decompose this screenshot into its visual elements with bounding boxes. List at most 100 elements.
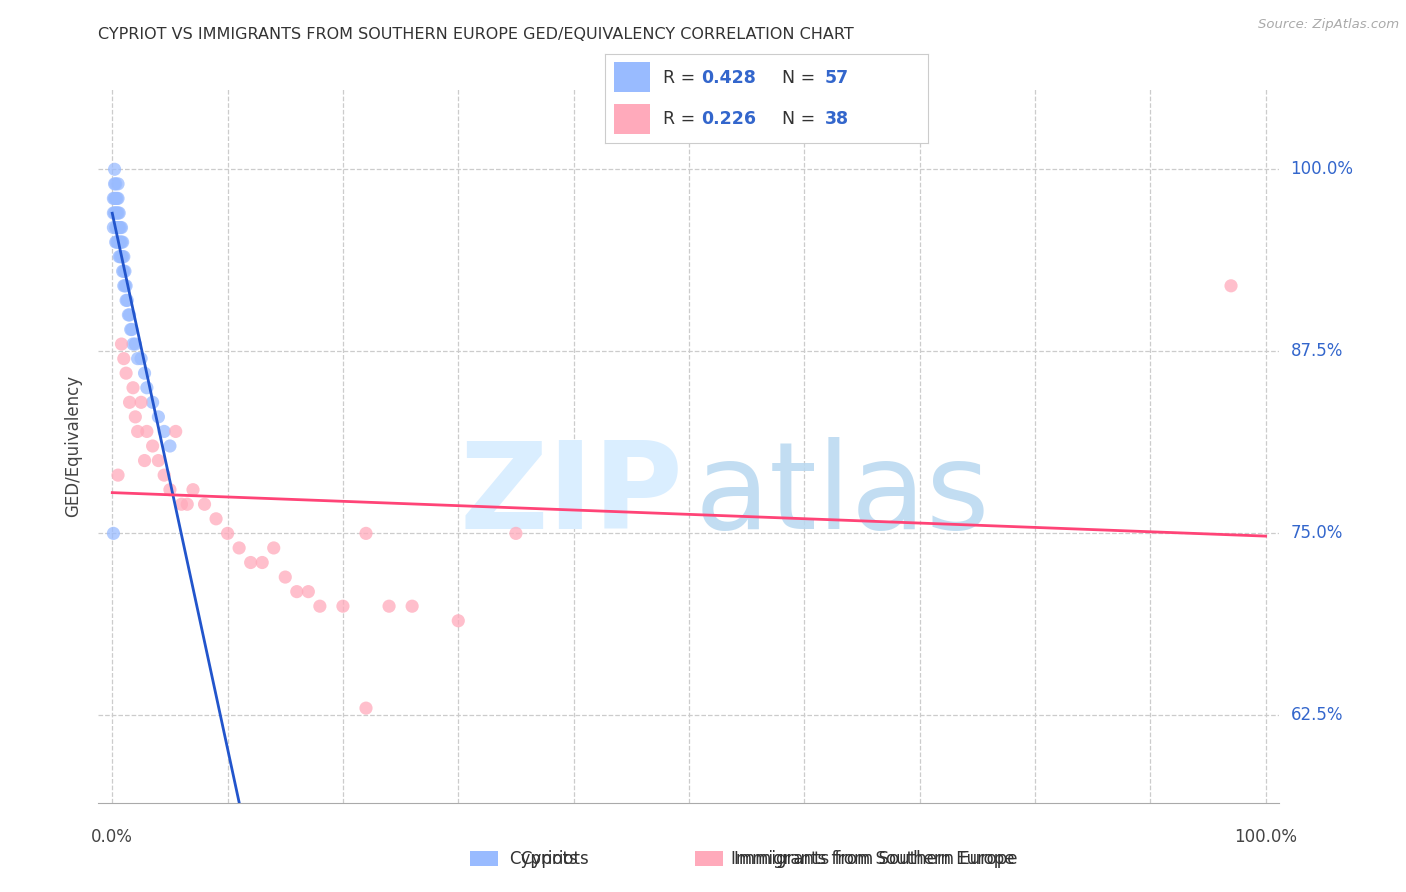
- FancyBboxPatch shape: [614, 104, 650, 134]
- Point: [105, 191, 128, 205]
- Point: [193, 497, 215, 511]
- Point: [107, 235, 129, 249]
- Text: R =: R =: [662, 110, 700, 128]
- Point: [117, 293, 139, 308]
- Point: [103, 191, 125, 205]
- Point: [107, 220, 129, 235]
- Point: [111, 250, 134, 264]
- Point: [110, 235, 132, 249]
- Point: [115, 278, 138, 293]
- Point: [103, 206, 125, 220]
- Point: [205, 512, 228, 526]
- Text: 62.5%: 62.5%: [1291, 706, 1343, 724]
- Point: [124, 409, 146, 424]
- Point: [297, 584, 319, 599]
- Point: [153, 425, 176, 439]
- Point: [111, 235, 134, 249]
- Text: R =: R =: [662, 69, 700, 87]
- Point: [105, 220, 128, 235]
- Point: [107, 206, 129, 220]
- Point: [148, 409, 170, 424]
- Point: [239, 556, 262, 570]
- Point: [103, 162, 125, 177]
- Point: [401, 599, 423, 614]
- Point: [332, 599, 354, 614]
- Point: [112, 250, 135, 264]
- Point: [354, 526, 377, 541]
- Point: [103, 526, 125, 541]
- Point: [134, 453, 156, 467]
- Point: [148, 453, 170, 467]
- Text: Source: ZipAtlas.com: Source: ZipAtlas.com: [1258, 18, 1399, 31]
- Point: [250, 556, 273, 570]
- Text: Immigrants from Southern Europe: Immigrants from Southern Europe: [734, 849, 1018, 868]
- Text: 0.428: 0.428: [702, 69, 756, 87]
- Point: [108, 250, 131, 264]
- Point: [105, 206, 128, 220]
- Point: [104, 220, 127, 235]
- Point: [263, 541, 285, 555]
- Point: [127, 425, 149, 439]
- Point: [142, 395, 165, 409]
- Point: [103, 206, 125, 220]
- Point: [110, 220, 132, 235]
- Point: [118, 308, 141, 322]
- Point: [134, 366, 156, 380]
- Point: [165, 425, 187, 439]
- Point: [117, 308, 139, 322]
- Text: ZIP: ZIP: [460, 437, 683, 555]
- Point: [110, 337, 132, 351]
- Point: [285, 584, 308, 599]
- Text: Cypriots: Cypriots: [509, 849, 578, 868]
- Point: [308, 599, 332, 614]
- Point: [142, 439, 165, 453]
- Point: [110, 220, 132, 235]
- Point: [181, 483, 204, 497]
- Text: CYPRIOT VS IMMIGRANTS FROM SOUTHERN EUROPE GED/EQUIVALENCY CORRELATION CHART: CYPRIOT VS IMMIGRANTS FROM SOUTHERN EURO…: [98, 27, 855, 42]
- Point: [108, 220, 131, 235]
- Point: [108, 206, 131, 220]
- Text: 0.0%: 0.0%: [91, 828, 134, 846]
- Point: [107, 177, 129, 191]
- Point: [110, 250, 132, 264]
- Point: [378, 599, 401, 614]
- Point: [110, 250, 132, 264]
- Point: [159, 483, 181, 497]
- Point: [135, 425, 157, 439]
- Point: [112, 351, 135, 366]
- Point: [112, 264, 135, 278]
- Point: [115, 293, 138, 308]
- Point: [111, 264, 134, 278]
- Point: [127, 351, 149, 366]
- Text: 100.0%: 100.0%: [1291, 161, 1354, 178]
- FancyBboxPatch shape: [695, 851, 723, 866]
- Point: [129, 351, 152, 366]
- Text: N =: N =: [783, 110, 821, 128]
- Point: [114, 264, 136, 278]
- Point: [447, 614, 470, 628]
- Text: 75.0%: 75.0%: [1291, 524, 1343, 542]
- Point: [108, 235, 131, 249]
- Point: [118, 395, 141, 409]
- Point: [104, 177, 127, 191]
- Point: [354, 701, 377, 715]
- Text: 100.0%: 100.0%: [1234, 828, 1298, 846]
- Text: 38: 38: [824, 110, 849, 128]
- Text: Immigrants from Southern Europe: Immigrants from Southern Europe: [731, 850, 1015, 868]
- Point: [114, 278, 136, 293]
- Point: [105, 235, 128, 249]
- Point: [505, 526, 527, 541]
- Point: [217, 526, 239, 541]
- Point: [103, 220, 125, 235]
- Point: [274, 570, 297, 584]
- Y-axis label: GED/Equivalency: GED/Equivalency: [63, 375, 82, 517]
- Point: [112, 278, 135, 293]
- Point: [110, 235, 132, 249]
- Point: [104, 206, 127, 220]
- Point: [107, 191, 129, 205]
- FancyBboxPatch shape: [614, 62, 650, 92]
- Point: [124, 337, 146, 351]
- Text: 87.5%: 87.5%: [1291, 343, 1343, 360]
- Point: [135, 381, 157, 395]
- Point: [103, 191, 125, 205]
